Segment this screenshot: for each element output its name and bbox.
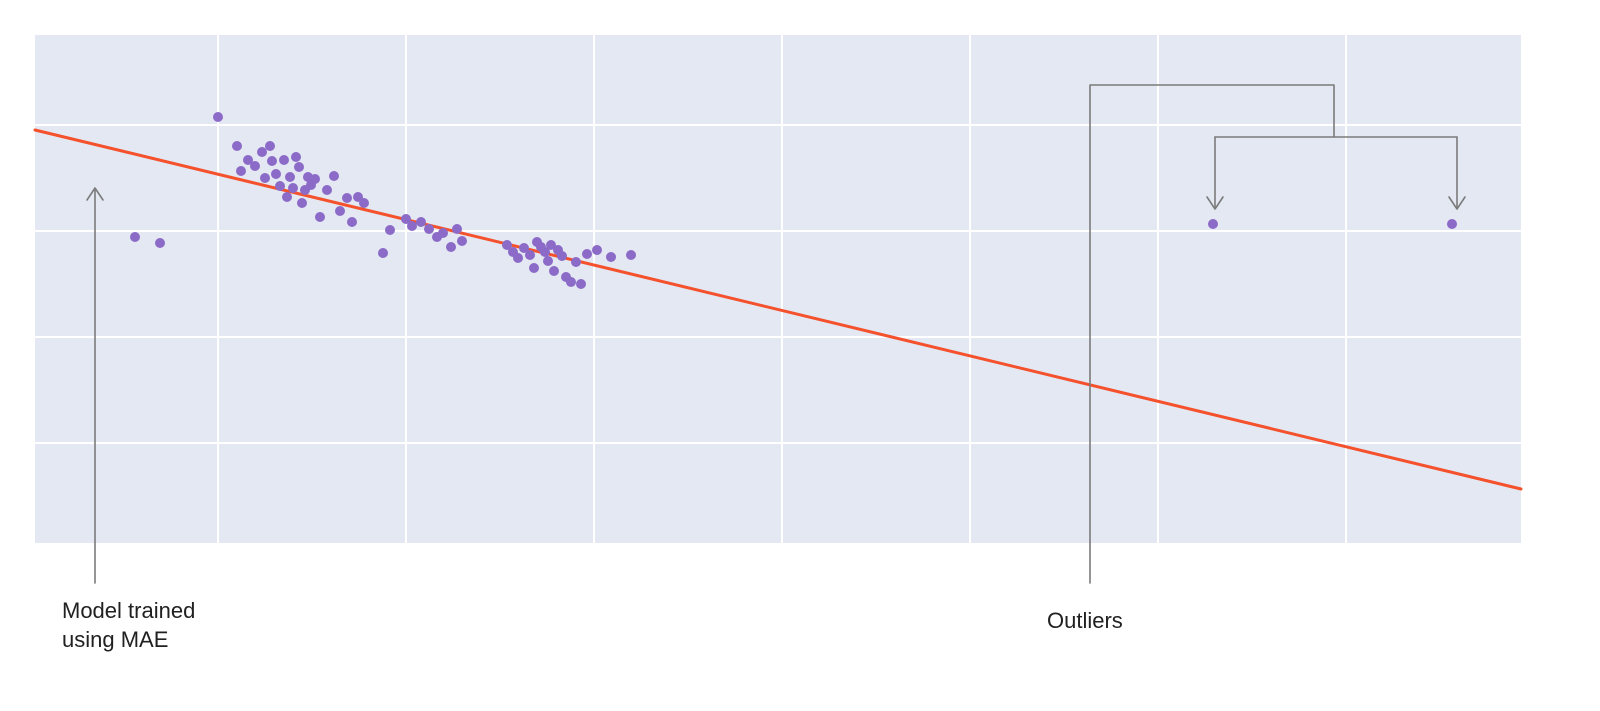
mae-arrowhead-icon — [86, 187, 104, 201]
scatter-point — [297, 198, 307, 208]
scatter-point — [359, 198, 369, 208]
scatter-point — [130, 232, 140, 242]
scatter-point — [529, 263, 539, 273]
scatter-point — [606, 252, 616, 262]
scatter-point — [232, 141, 242, 151]
scatter-point — [502, 240, 512, 250]
scatter-point — [213, 112, 223, 122]
scatter-point — [571, 257, 581, 267]
mae-annotation-label: Model trained using MAE — [62, 598, 196, 653]
scatter-point — [582, 249, 592, 259]
scatter-point — [315, 212, 325, 222]
scatter-point — [416, 217, 426, 227]
scatter-point — [385, 225, 395, 235]
scatter-point — [438, 228, 448, 238]
scatter-point — [452, 224, 462, 234]
scatter-point — [549, 266, 559, 276]
scatter-point — [236, 166, 246, 176]
scatter-point — [279, 155, 289, 165]
scatter-point — [310, 174, 320, 184]
outlier-left-arrowhead-icon — [1206, 196, 1224, 210]
scatter-point — [322, 185, 332, 195]
scatter-point — [525, 250, 535, 260]
scatter-point — [519, 243, 529, 253]
scatter-point — [592, 245, 602, 255]
scatter-point — [265, 141, 275, 151]
scatter-point — [342, 193, 352, 203]
scatter-point — [285, 172, 295, 182]
outliers-annotation-label: Outliers — [1047, 608, 1123, 633]
scatter-point — [513, 253, 523, 263]
scatter-point — [407, 221, 417, 231]
scatter-point — [267, 156, 277, 166]
outlier-point — [1208, 219, 1218, 229]
scatter-point — [566, 277, 576, 287]
scatter-point — [424, 224, 434, 234]
scatter-point — [446, 242, 456, 252]
scatter-point — [294, 162, 304, 172]
scatter-point — [378, 248, 388, 258]
scatter-point — [576, 279, 586, 289]
scatter-point — [457, 236, 467, 246]
scatter-point — [155, 238, 165, 248]
scatter-point — [291, 152, 301, 162]
outliers-connector-line — [1089, 84, 1335, 584]
scatter-point — [626, 250, 636, 260]
scatter-point — [546, 240, 556, 250]
scatter-point — [288, 183, 298, 193]
plot-area — [35, 35, 1521, 543]
scatter-point — [335, 206, 345, 216]
scatter-point — [347, 217, 357, 227]
outlier-right-arrowhead-icon — [1448, 196, 1466, 210]
scatter-point — [243, 155, 253, 165]
scatter-point — [329, 171, 339, 181]
scatter-point — [543, 256, 553, 266]
scatter-point — [260, 173, 270, 183]
scatter-point — [540, 247, 550, 257]
scatter-point — [250, 161, 260, 171]
scatter-point — [275, 181, 285, 191]
scatter-point — [401, 214, 411, 224]
scatter-point — [257, 147, 267, 157]
outlier-point — [1447, 219, 1457, 229]
scatter-point — [282, 192, 292, 202]
scatter-point — [271, 169, 281, 179]
scatter-point — [557, 251, 567, 261]
